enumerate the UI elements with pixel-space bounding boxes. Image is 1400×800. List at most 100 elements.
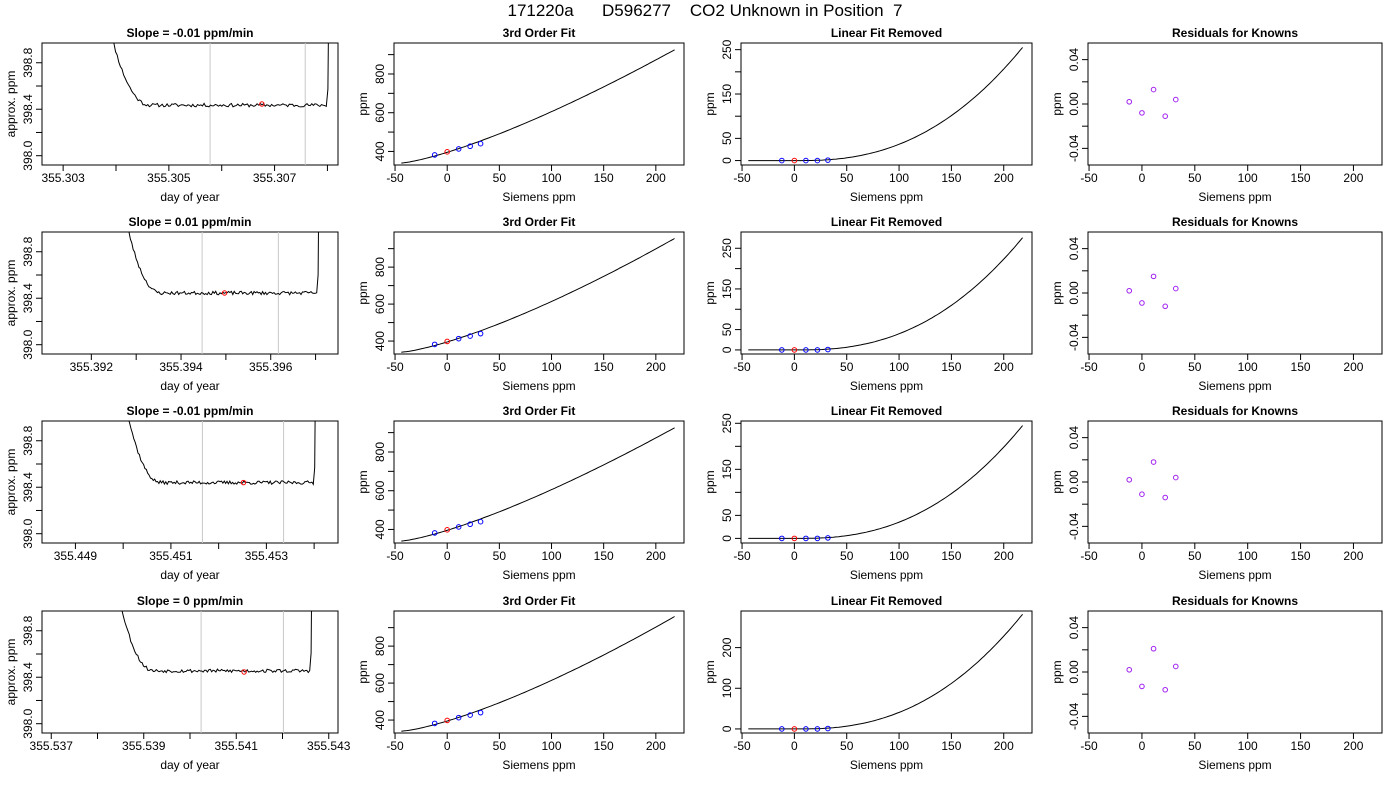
x-axis-label: Siemens ppm [502,758,575,772]
y-axis-label: approx. ppm [4,639,18,706]
residual-point [1150,86,1157,93]
x-tick-label: 0 [1139,739,1146,753]
residual-point [1126,98,1133,105]
data-trace [128,421,316,486]
x-tick-label: 150 [594,360,614,374]
y-tick-label: 398.0 [21,329,35,359]
known-point [779,535,785,542]
plot-area [121,611,312,733]
y-tick-label: 200 [720,637,734,657]
panel-title: Linear Fit Removed [831,26,942,40]
y-tick-label: 0 [720,346,734,353]
page-title: 171220a D596277 CO2 Unknown in Position … [507,1,903,20]
x-tick-label: 0 [791,549,798,563]
plot-area [1126,459,1179,501]
y-tick-label: 0.04 [1067,48,1081,72]
y-axis-label: ppm [356,281,370,304]
y-tick-label: 400 [373,331,387,351]
y-axis-label: ppm [703,660,717,683]
x-tick-label: 200 [994,739,1014,753]
y-axis-label: ppm [1050,660,1064,683]
plot-area [748,47,1023,164]
known-point [814,726,821,732]
plot-area [401,238,675,353]
y-tick-label: -0.04 [1067,323,1081,351]
x-tick-label: 100 [1238,739,1258,753]
x-axis-label: Siemens ppm [850,568,923,582]
y-tick-label: 800 [373,64,387,84]
y-axis-label: ppm [703,92,717,115]
panel-r0-c2: Linear Fit Removed Siemens ppm ppm -50 0 50 10… [703,26,1033,204]
residual-point [1139,683,1145,690]
panel-title: 3rd Order Fit [503,404,576,418]
plot-frame [1087,610,1383,734]
plot-frame [1087,42,1383,166]
x-tick-label: 355.303 [41,171,85,185]
known-point [467,143,473,150]
known-point [455,524,462,530]
x-tick-label: 100 [1238,360,1258,374]
y-tick-label: 398.8 [21,47,35,77]
known-point [779,157,785,164]
x-axis-label: Siemens ppm [1198,568,1271,582]
x-tick-label: 200 [994,360,1014,374]
x-axis-label: day of year [160,758,219,772]
y-tick-label: 0 [720,157,734,164]
y-tick-label: 250 [720,413,734,433]
x-tick-label: 0 [444,549,451,563]
y-tick-label: 398.0 [21,518,35,548]
x-tick-label: -50 [1080,360,1098,374]
plot-area [128,421,316,543]
fit-curve [401,49,675,164]
x-tick-label: 50 [1188,360,1202,374]
x-tick-label: 355.453 [245,549,289,563]
y-tick-label: 50 [720,508,734,522]
x-tick-label: 50 [840,549,854,563]
x-tick-label: 200 [994,171,1014,185]
x-tick-label: 0 [444,171,451,185]
data-trace [113,43,329,108]
x-tick-label: -50 [386,739,404,753]
y-tick-label: 800 [373,257,387,277]
y-axis-label: ppm [356,92,370,115]
y-tick-label: 398.4 [21,94,35,124]
plot-area [128,232,319,354]
x-axis-label: Siemens ppm [502,379,575,393]
plot-frame [1087,231,1383,355]
y-tick-label: 50 [720,131,734,145]
panel-title: 3rd Order Fit [503,594,576,608]
known-point [455,714,462,721]
y-tick-label: 398.8 [21,425,35,455]
y-tick-label: 0.04 [1067,616,1081,640]
panel-r2-c3: Residuals for Knowns Siemens ppm ppm -50 0 50… [1050,404,1383,582]
x-tick-label: 150 [1291,739,1311,753]
residual-point [1162,113,1169,119]
y-tick-label: -0.04 [1067,702,1081,730]
x-tick-label: 150 [941,171,961,185]
plot-frame [41,231,339,355]
residual-point [1162,303,1169,310]
known-point [814,535,821,542]
fit-curve [401,238,675,353]
unknown-point [444,149,451,155]
x-tick-label: 100 [889,549,909,563]
known-point [814,347,821,353]
unknown-point [444,338,451,345]
fit-curve [748,47,1023,162]
residual-point [1126,287,1133,294]
y-tick-label: 0.04 [1067,237,1081,261]
residual-point [1162,686,1169,693]
plot-frame [41,42,339,166]
known-point [455,146,462,152]
residual-point [1150,459,1157,465]
x-tick-label: 50 [493,171,507,185]
residual-point [1172,285,1179,292]
x-axis-label: Siemens ppm [1198,379,1271,393]
x-tick-label: 355.305 [147,171,191,185]
x-tick-label: 100 [1238,171,1258,185]
y-tick-label: 50 [720,323,734,337]
x-tick-label: 50 [1188,549,1202,563]
y-tick-label: 398.4 [21,472,35,502]
plot-area [401,616,675,732]
residual-point [1172,663,1179,670]
